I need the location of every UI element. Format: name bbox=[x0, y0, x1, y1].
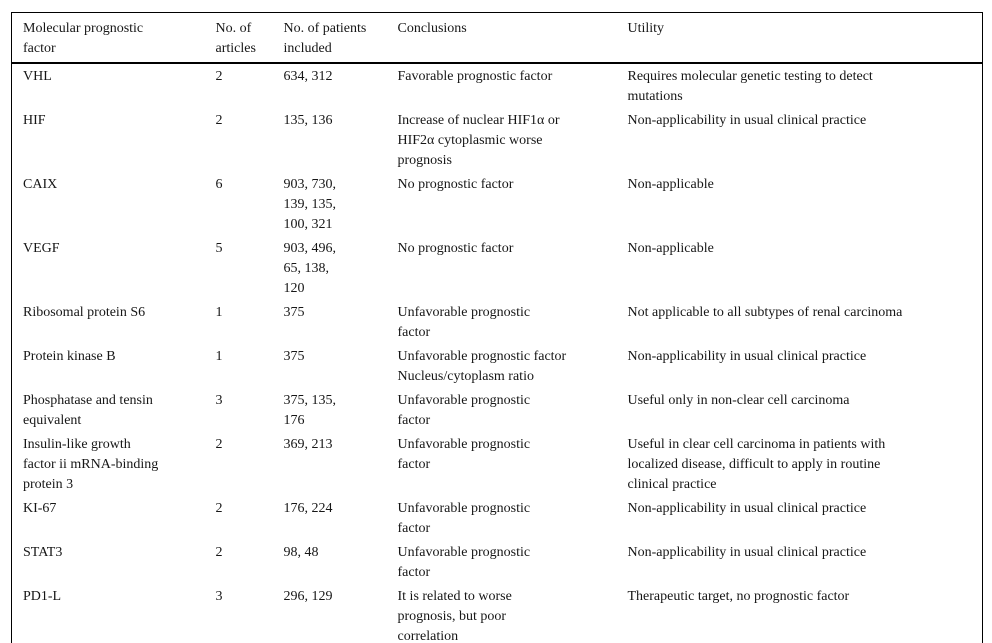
cell-articles: 2 bbox=[215, 501, 223, 516]
column-header-factor: Molecular prognostic factor bbox=[11, 12, 216, 64]
cell-conclusions: Unfavorable prognostic factor Nucleus/cy… bbox=[397, 349, 567, 384]
column-header-patients: No. of patients included bbox=[283, 12, 398, 64]
column-header-conclusions: Conclusions bbox=[397, 12, 628, 64]
cell-utility: Non-applicability in usual clinical prac… bbox=[627, 349, 867, 364]
table-row: Phosphatase and tensin equivalent 3 375, 1… bbox=[12, 389, 983, 433]
cell-patients: 98, 48 bbox=[283, 545, 319, 560]
cell-articles: 3 bbox=[215, 589, 223, 604]
cell-factor: Ribosomal protein S6 bbox=[23, 305, 146, 320]
cell-factor: Phosphatase and tensin equivalent bbox=[23, 393, 153, 428]
cell-patients: 135, 136 bbox=[283, 113, 333, 128]
cell-articles: 1 bbox=[215, 305, 223, 320]
cell-utility: Therapeutic target, no prognostic factor bbox=[627, 589, 850, 604]
cell-utility: Requires molecular genetic testing to de… bbox=[627, 69, 873, 104]
cell-utility: Not applicable to all subtypes of renal … bbox=[627, 305, 903, 320]
cell-conclusions: Unfavorable prognostic factor bbox=[397, 501, 531, 536]
cell-conclusions: Unfavorable prognostic factor bbox=[397, 393, 531, 428]
cell-utility: Useful only in non-clear cell carcinoma bbox=[627, 393, 850, 408]
cell-articles: 6 bbox=[215, 177, 223, 192]
table-row: Insulin-like growth factor ii mRNA-bindi… bbox=[12, 433, 983, 497]
cell-factor: STAT3 bbox=[23, 545, 63, 560]
cell-patients: 634, 312 bbox=[283, 69, 333, 84]
cell-factor: VHL bbox=[23, 69, 52, 84]
table-row: KI-67 2 176, 224 Unfavorable prognostic fac… bbox=[12, 497, 983, 541]
cell-factor: Protein kinase B bbox=[23, 349, 116, 364]
cell-conclusions: It is related to worse prognosis, but po… bbox=[397, 589, 512, 643]
cell-utility: Non-applicability in usual clinical prac… bbox=[627, 545, 867, 560]
cell-patients: 375, 135, 176 bbox=[283, 393, 337, 428]
cell-utility: Non-applicability in usual clinical prac… bbox=[627, 501, 867, 516]
cell-patients: 375 bbox=[283, 305, 305, 320]
cell-conclusions: Favorable prognostic factor bbox=[397, 69, 553, 84]
cell-factor: Insulin-like growth factor ii mRNA-bindi… bbox=[23, 437, 159, 492]
table-row: STAT3 2 98, 48 Unfavorable prognostic facto… bbox=[12, 541, 983, 585]
cell-patients: 296, 129 bbox=[283, 589, 333, 604]
cell-conclusions: No prognostic factor bbox=[397, 177, 514, 192]
column-header-utility: Utility bbox=[627, 12, 983, 64]
cell-articles: 2 bbox=[215, 69, 223, 84]
cell-articles: 3 bbox=[215, 393, 223, 408]
cell-conclusions: No prognostic factor bbox=[397, 241, 514, 256]
table-row: VEGF 5 903, 496, 65, 138, 120 No prognostic… bbox=[12, 237, 983, 301]
cell-conclusions: Unfavorable prognostic factor bbox=[397, 437, 531, 472]
cell-conclusions: Unfavorable prognostic factor bbox=[397, 545, 531, 580]
table-body: VHL 2 634, 312 Favorable prognostic factor R… bbox=[12, 63, 983, 643]
prognostic-factors-table: Molecular prognostic factor No. of artic… bbox=[11, 12, 983, 643]
cell-factor: VEGF bbox=[23, 241, 60, 256]
cell-conclusions: Increase of nuclear HIF1α or HIF2α cytop… bbox=[397, 113, 560, 168]
header-row: Molecular prognostic factor No. of artic… bbox=[11, 12, 983, 64]
cell-patients: 375 bbox=[283, 349, 305, 364]
cell-patients: 903, 730, 139, 135, 100, 321 bbox=[283, 177, 337, 232]
cell-factor: CAIX bbox=[23, 177, 58, 192]
cell-utility: Non-applicability in usual clinical prac… bbox=[627, 113, 867, 128]
cell-patients: 903, 496, 65, 138, 120 bbox=[283, 241, 337, 296]
cell-factor: PD1-L bbox=[23, 589, 62, 604]
cell-utility: Non-applicable bbox=[627, 241, 714, 256]
table-row: HIF 2 135, 136 Increase of nuclear HIF1α or… bbox=[12, 109, 983, 173]
cell-patients: 176, 224 bbox=[283, 501, 333, 516]
cell-factor: HIF bbox=[23, 113, 46, 128]
cell-factor: KI-67 bbox=[23, 501, 57, 516]
table-row: PD1-L 3 296, 129 It is related to worse pro… bbox=[12, 585, 983, 643]
cell-patients: 369, 213 bbox=[283, 437, 333, 452]
cell-articles: 1 bbox=[215, 349, 223, 364]
cell-articles: 2 bbox=[215, 437, 223, 452]
cell-utility: Non-applicable bbox=[627, 177, 714, 192]
table-row: Protein kinase B 1 375 Unfavorable prognost… bbox=[12, 345, 983, 389]
table-row: Ribosomal protein S6 1 375 Unfavorable prog… bbox=[12, 301, 983, 345]
table-header: Molecular prognostic factor No. of artic… bbox=[11, 12, 983, 64]
cell-utility: Useful in clear cell carcinoma in patien… bbox=[627, 437, 886, 492]
cell-articles: 5 bbox=[215, 241, 223, 256]
cell-articles: 2 bbox=[215, 545, 223, 560]
cell-articles: 2 bbox=[215, 113, 223, 128]
column-header-articles: No. of articles bbox=[215, 12, 284, 64]
cell-conclusions: Unfavorable prognostic factor bbox=[397, 305, 531, 340]
table-row: CAIX 6 903, 730, 139, 135, 100, 321 No prog… bbox=[12, 173, 983, 237]
table-row: VHL 2 634, 312 Favorable prognostic factor R… bbox=[12, 63, 983, 109]
